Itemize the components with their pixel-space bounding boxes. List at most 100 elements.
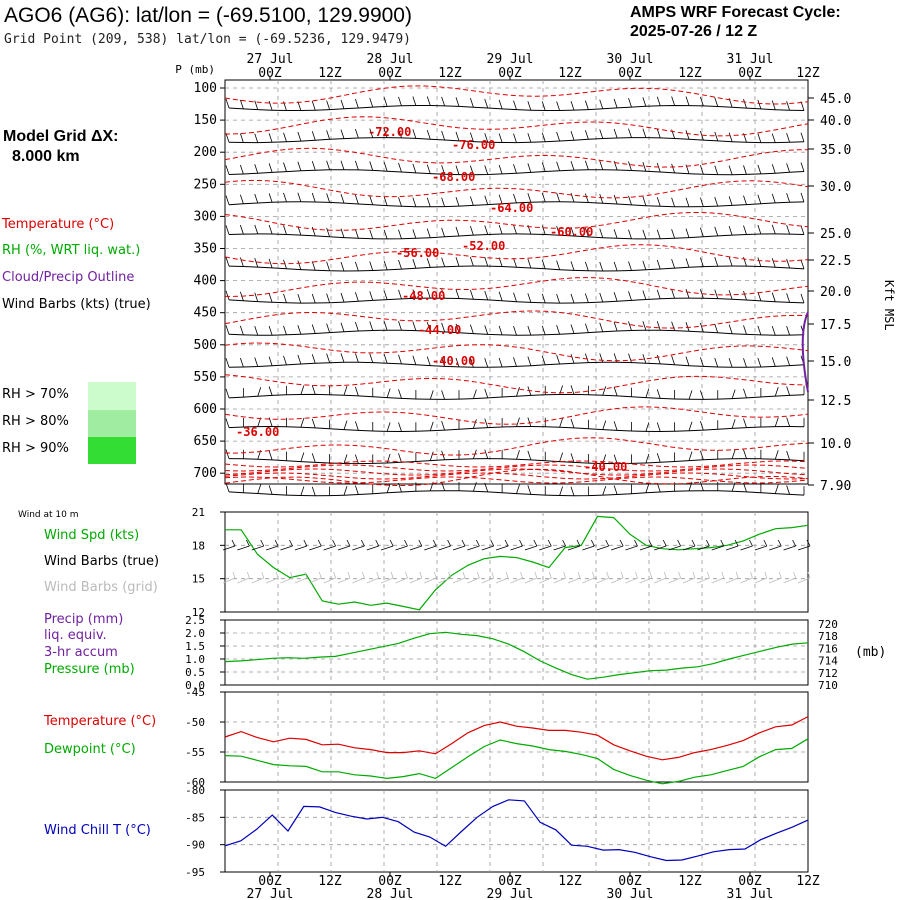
wind-speed-tick-label: 15 — [192, 573, 205, 586]
wind-barb-flag — [340, 99, 345, 109]
surface-wind-barb-true — [539, 545, 552, 551]
wind-barb-flag — [441, 165, 446, 175]
forecast-cycle-value: 2025-07-26 / 12 Z — [630, 23, 758, 40]
isotherm-line — [224, 468, 809, 476]
surface-wind-barb-grid — [323, 577, 336, 584]
surface-wind-barb-true-flag — [317, 539, 322, 547]
wind-barb-flag — [398, 482, 402, 493]
surface-wind-barb-grid — [409, 577, 423, 584]
wind-barb-flag — [714, 165, 719, 175]
surface-wind-barb-grid — [265, 577, 279, 584]
wind-barb-flag — [398, 259, 402, 270]
top-hour-label: 12Z — [796, 66, 820, 81]
surface-wind-barb-true-flag — [447, 539, 451, 547]
wind-barb-flag — [743, 290, 747, 301]
wind-barb-flag — [688, 390, 693, 400]
wind-barb-flag — [628, 261, 632, 271]
wind-barb-flag — [556, 354, 561, 365]
surface-wind-barb-true-flag — [375, 539, 380, 547]
wind-barb-flag — [671, 229, 676, 239]
surface-wind-barb-grid — [610, 577, 624, 584]
wind-barb-flag — [656, 162, 661, 173]
wind-barb-flag — [398, 321, 402, 331]
wind-barb-flag — [584, 130, 589, 140]
wind-barb-flag — [645, 422, 650, 432]
surface-wind-barb-grid — [424, 577, 437, 584]
wind-barb-flag — [268, 258, 273, 269]
wind-barb-flag — [743, 449, 747, 459]
pressure-tick-label: 714 — [818, 655, 838, 668]
surface-wind-barb-true-flag — [691, 539, 696, 547]
wind-barb-flag — [584, 100, 589, 110]
wind-barb-flag — [225, 256, 230, 267]
wind-barb-flag — [786, 193, 791, 203]
wind-barb-flag — [354, 321, 359, 332]
wind-barb-flag — [728, 196, 733, 206]
surface-wind-barb-grid — [539, 577, 552, 584]
surface-wind-barb-grid — [582, 577, 595, 584]
wind-barb-flag — [559, 418, 564, 428]
wind-chill-tick-label: -80 — [185, 784, 205, 797]
wind-barb-flag — [513, 292, 517, 302]
wind-barb-flag — [599, 99, 604, 109]
wind-barb-flag — [455, 323, 460, 333]
surface-wind-barb-true-flag — [346, 539, 351, 547]
wind-barb-flag — [268, 326, 273, 336]
wind-barb-flag — [602, 486, 607, 496]
isotherm-label: -68.00 — [432, 170, 475, 184]
grid-point-subtitle: Grid Point (209, 538) lat/lon = (-69.523… — [4, 32, 411, 47]
wind-barb-flag — [671, 163, 676, 174]
rh70-label: RH > 70% — [2, 387, 69, 402]
surface-wind-barb-grid-flag — [721, 571, 725, 579]
wind-barb-flag — [559, 452, 564, 462]
bottom-day-label: 30 Jul — [607, 887, 654, 900]
pressure-unit-label: (mb) — [855, 645, 886, 660]
wind-barb-flag — [527, 101, 532, 111]
wind-barb-flag — [326, 353, 331, 363]
wind-barb-flag — [340, 292, 345, 303]
wind-barb-flag — [556, 226, 561, 236]
wind-barb-flag — [599, 129, 604, 139]
wind-barb-flag — [527, 133, 532, 143]
surface-wind-barb-true-flag — [476, 539, 480, 547]
wind-barb-flag — [300, 486, 305, 496]
top-day-label: 29 Jul — [487, 52, 534, 67]
pressure-tick-label: 350 — [194, 242, 217, 257]
wind-barb-flag — [728, 132, 733, 142]
wind-barb-flag — [743, 98, 747, 109]
surface-wind-barb-grid-flag — [663, 571, 667, 579]
wind-barb-flag — [628, 128, 632, 138]
pressure-axis-title: P (mb) — [175, 63, 215, 76]
wind-barb-flag — [343, 386, 348, 396]
pressure-tick-label: 650 — [194, 434, 217, 449]
height-tick-label: 12.5 — [820, 394, 851, 409]
rh90-swatch — [88, 437, 136, 464]
wind-barb-flag — [484, 256, 489, 267]
surface-wind-barb-true — [610, 545, 624, 551]
wind-barb-flag — [699, 96, 704, 107]
isotherm-label: -36.00 — [236, 425, 279, 439]
rh70-swatch — [88, 382, 136, 410]
pressure-tick-label: 550 — [194, 370, 217, 385]
wind-barb-flag — [800, 293, 805, 304]
wind-barb-flag — [398, 162, 402, 173]
wind-chill-tick-label: -95 — [185, 866, 205, 879]
surface-wind-barb-grid — [280, 577, 293, 584]
wind-barb-flag — [771, 224, 776, 235]
wind-barb-flag — [426, 96, 431, 106]
precip-legend-3: 3-hr accum — [44, 645, 118, 660]
surface-wind-barb-grid-flag — [290, 571, 293, 579]
top-hour-label: 12Z — [318, 66, 342, 81]
wind-barb-flag — [786, 450, 791, 461]
wind-barb-flag — [516, 484, 520, 494]
wind-barb-flag — [628, 229, 632, 239]
wind-barb-flag — [613, 98, 618, 109]
precip-tick-label: 1.0 — [185, 653, 205, 666]
wind-barb-flag — [326, 323, 331, 333]
surface-wind-barb-true-flag — [562, 539, 566, 547]
wind-barb-flag — [699, 322, 704, 333]
wind-barb-flag — [268, 293, 273, 303]
wind-barb-flag — [613, 386, 618, 397]
wind-barb-flag — [513, 193, 517, 204]
wind-barb-flag — [556, 293, 561, 304]
